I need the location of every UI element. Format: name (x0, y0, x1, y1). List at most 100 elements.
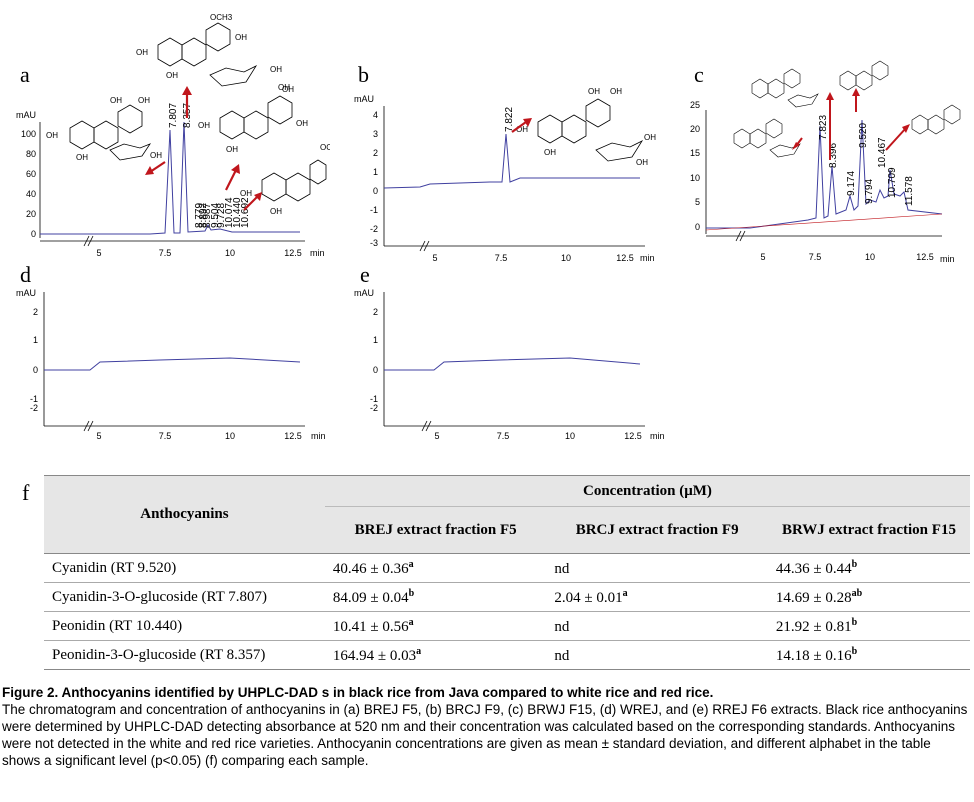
svg-text:OH: OH (46, 131, 58, 140)
y-unit: mAU (16, 110, 36, 120)
y-tick: 1 (373, 167, 378, 177)
svg-text:OH: OH (110, 96, 122, 105)
svg-text:OH: OH (610, 87, 622, 96)
svg-text:OH: OH (588, 87, 600, 96)
x-tick: 12.5 (284, 431, 302, 441)
y-tick: 0 (31, 229, 36, 239)
significance-letter: a (416, 645, 422, 657)
peak-label: 11.578 (904, 176, 915, 206)
molecule-structure (911, 104, 961, 135)
peak-label: 9.174 (846, 171, 857, 196)
peak-label: 7.823 (818, 115, 829, 140)
trace-line (706, 119, 943, 229)
x-tick: 12.5 (284, 248, 302, 258)
svg-text:OCH3: OCH3 (320, 143, 330, 152)
molecule-structure (219, 95, 293, 140)
svg-text:OH: OH (282, 85, 294, 94)
svg-text:OH: OH (296, 119, 308, 128)
x-tick: 12.5 (616, 253, 634, 263)
y-unit: mAU (354, 288, 374, 298)
chromatogram-d: mAU 2 1 0 -1 -2 5 7.5 10 12.5 min (16, 288, 326, 441)
y-tick: 25 (690, 100, 700, 110)
significance-letter: b (851, 558, 858, 570)
chromatogram-b: mAU 4 3 2 1 0 -1 -2 -3 5 7.5 10 12.5 min… (354, 87, 656, 263)
peak-label: 7.822 (504, 107, 515, 132)
y-tick: -1 (370, 205, 378, 215)
x-tick: 7.5 (495, 253, 508, 263)
row-label: Cyanidin-3-O-glucoside (RT 7.807) (44, 582, 325, 612)
panel-label-f: f (22, 480, 30, 505)
x-tick: 10 (561, 253, 571, 263)
x-unit: min (650, 431, 665, 441)
peak-label: 7.807 (168, 103, 179, 128)
y-ticks: 2 1 0 -1 -2 (370, 307, 378, 413)
arrows (145, 86, 262, 211)
table-cell: nd (546, 553, 768, 583)
svg-text:OH: OH (278, 83, 290, 92)
table-cell: 10.41 ± 0.56a (324, 611, 547, 641)
peak-label: 8.892 (198, 203, 209, 228)
header-anthocyanins: Anthocyanins (44, 475, 325, 554)
x-tick: 7.5 (497, 431, 510, 441)
panel-label-d: d (20, 262, 31, 287)
x-unit: min (640, 253, 655, 263)
y-tick: -3 (370, 238, 378, 248)
table-cell: 164.94 ± 0.03a (324, 640, 547, 670)
y-tick: 2 (33, 307, 38, 317)
peak-label: 10.467 (877, 137, 888, 168)
arrows (792, 88, 910, 160)
x-tick: 7.5 (809, 252, 822, 262)
significance-letter: a (408, 558, 414, 570)
table-row: Cyanidin (RT 9.520) 40.46 ± 0.36a nd 44.36 … (44, 553, 970, 583)
header-col-3: BRWJ extract fraction F15 (767, 506, 970, 554)
y-tick: 10 (690, 173, 700, 183)
significance-letter: ab (851, 587, 863, 599)
svg-text:OH: OH (166, 71, 178, 80)
svg-text:OH: OH (240, 189, 252, 198)
peak-label: 9.520 (858, 123, 869, 148)
row-label: Peonidin (RT 10.440) (44, 611, 325, 641)
svg-text:OH: OH (150, 151, 162, 160)
svg-text:OCH3: OCH3 (210, 13, 233, 22)
svg-text:OH: OH (235, 33, 247, 42)
trace-line (40, 121, 300, 235)
arrows (511, 118, 532, 133)
svg-text:OH: OH (516, 125, 528, 134)
table-cell: 44.36 ± 0.44b (767, 553, 970, 583)
significance-letter: b (851, 616, 858, 628)
y-tick: 2 (373, 307, 378, 317)
y-tick: 4 (373, 110, 378, 120)
peak-labels: 7.807 8.357 8.779 8.892 8.987 9.504 9.72… (168, 103, 251, 228)
y-ticks: 4 3 2 1 0 -1 -2 -3 (370, 110, 378, 248)
svg-text:OH: OH (76, 153, 88, 162)
molecule-structure (69, 104, 152, 161)
peak-label: 10.440 (232, 197, 243, 228)
x-tick: 7.5 (159, 431, 172, 441)
y-unit: mAU (16, 288, 36, 298)
molecule-structure (733, 118, 801, 158)
peak-label: 8.779 (194, 203, 205, 228)
y-tick: 2 (373, 148, 378, 158)
svg-text:OH: OH (644, 133, 656, 142)
y-ticks: 25 20 15 10 5 0 (690, 100, 700, 232)
table-cell: 21.92 ± 0.81b (767, 611, 970, 641)
y-tick: 5 (695, 197, 700, 207)
table-row: Peonidin-3-O-glucoside (RT 8.357) 164.94 … (44, 640, 970, 670)
panel-label-b: b (358, 62, 369, 87)
concentration-table: Anthocyanins Concentration (μM) BREJ ext… (44, 475, 970, 670)
molecule-structure (157, 22, 258, 87)
peak-label: 9.728 (216, 203, 227, 228)
peak-labels: 7.823 8.396 9.174 9.520 9.794 10.467 10.… (818, 115, 915, 206)
x-unit: min (310, 248, 325, 258)
significance-letter: a (622, 587, 628, 599)
svg-text:OH: OH (544, 148, 556, 157)
peak-label: 10.074 (224, 197, 235, 228)
row-label: Cyanidin (RT 9.520) (44, 553, 325, 583)
table-cell: 40.46 ± 0.36a (324, 553, 547, 583)
peak-label: 8.396 (828, 143, 839, 168)
trace-line (384, 357, 641, 371)
x-tick: 7.5 (159, 248, 172, 258)
x-tick: 5 (434, 431, 439, 441)
y-tick: 15 (690, 148, 700, 158)
molecule-structure (537, 98, 644, 162)
